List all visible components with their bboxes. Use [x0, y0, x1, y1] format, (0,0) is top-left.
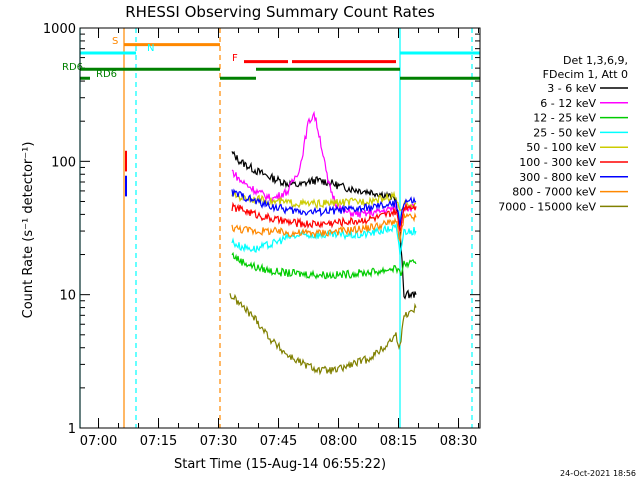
series-line-9 [229, 293, 417, 376]
series-line-6 [231, 201, 417, 234]
x-tick-label: 08:30 [440, 434, 477, 449]
legend: Det 1,3,6,9,FDecim 1, Att 03 - 6 keV 6 - … [498, 54, 628, 213]
legend-entry-label: 3 - 6 keV [547, 82, 596, 95]
legend-entry-label: 100 - 300 keV [519, 156, 596, 169]
x-tick-label: 07:45 [260, 434, 297, 449]
series-line-1 [231, 150, 417, 300]
legend-entry-label: 50 - 100 keV [526, 141, 596, 154]
legend-entry-label: 800 - 7000 keV [512, 186, 596, 199]
legend-entry-label: 25 - 50 keV [533, 126, 596, 139]
series-line-7 [231, 188, 417, 226]
status-bar-label: S [112, 36, 118, 47]
x-axis-label: Start Time (15-Aug-14 06:55:22) [174, 457, 386, 472]
series-line-5 [231, 190, 417, 212]
y-tick-label: 1000 [43, 22, 76, 37]
x-tick-label: 07:00 [80, 434, 117, 449]
x-tick-label: 07:30 [200, 434, 237, 449]
plot-frame [79, 27, 481, 429]
x-tick-label: 08:15 [380, 434, 417, 449]
y-tick-label: 100 [51, 155, 76, 170]
series-line-8 [231, 212, 417, 244]
status-bar-label: F [232, 53, 238, 64]
chart-title: RHESSI Observing Summary Count Rates [125, 3, 435, 21]
legend-header-detectors: Det 1,3,6,9, [563, 54, 628, 67]
series-line-3 [231, 251, 417, 280]
x-tick-label: 07:15 [140, 434, 177, 449]
status-bar-label: RD6 [96, 69, 117, 80]
legend-entry-label: 12 - 25 keV [533, 112, 596, 125]
legend-entry-label: 300 - 800 keV [519, 171, 596, 184]
series-line-4 [231, 222, 417, 255]
status-bar-label: N [147, 43, 154, 54]
y-tick-label: 10 [59, 289, 76, 304]
legend-header-attenuator: FDecim 1, Att 0 [543, 68, 628, 81]
y-tick-label: 1 [68, 422, 76, 437]
status-bar-label: RD6 [62, 62, 83, 73]
legend-entry-label: 6 - 12 keV [540, 97, 596, 110]
y-axis-label: Count Rate (s⁻¹ detector⁻¹) [21, 142, 36, 319]
x-tick-label: 08:00 [320, 434, 357, 449]
plot-layer: 1 10 100 1000 07:00 07:15 07:30 07:45 08:00 08:15… [43, 22, 480, 449]
legend-entry-label: 7000 - 15000 keV [498, 200, 596, 213]
footer-timestamp: 24-Oct-2021 18:56 [560, 469, 636, 478]
